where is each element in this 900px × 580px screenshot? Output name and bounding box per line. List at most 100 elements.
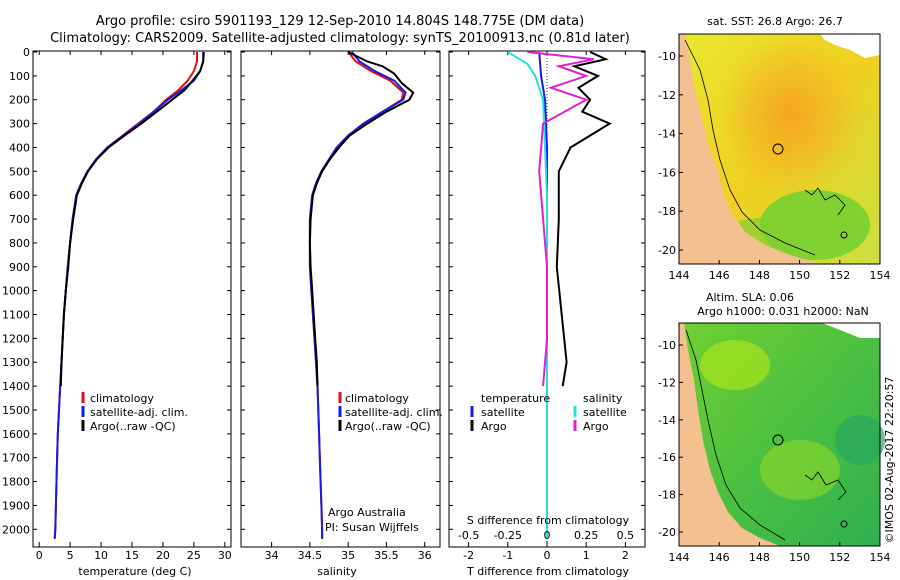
map-y-tick-label: -14 [658,128,676,141]
credit-line-1: Argo Australia [328,506,406,519]
depth-tick-label: 1900 [2,499,30,512]
legend-s-argo-label: Argo [583,420,609,433]
map-x-tick-label: 144 [669,551,690,564]
depth-tick-label: 200 [9,94,30,107]
s-tick-label: 0.25 [574,529,599,542]
map-x-tick-label: 152 [829,269,850,282]
sst-map-axes: 144 146 148 150 152 154 -10 -12 -14 -16 -18 -20 [658,50,890,282]
depth-axis: 0 100 200 300 400 500 600 700 800 900 1000 1100 1200… [2,46,231,536]
depth-tick-label: 500 [9,165,30,178]
series-line-argo-raw-qc- [59,51,205,387]
sla-map-land [679,323,780,546]
s-tick-label: 0.5 [617,529,635,542]
depth-tick-label: 2000 [2,523,30,536]
sst-map-reef-contour [804,187,846,216]
map-y-tick-label: -14 [658,414,676,427]
sst-map-argo-position [772,143,784,155]
series-line-t-argo [555,51,612,387]
salinity-depth-ticks [241,51,440,530]
legend-satellite-label: satellite-adj. clim. [90,406,188,419]
depth-tick-label: 1300 [2,356,30,369]
map-x-tick-label: 152 [829,551,850,564]
sst-map-land-north [820,34,880,58]
x-tick-label: 0 [544,549,551,562]
sla-map-panel: Altim. SLA: 0.06 Argo h1000: 0.031 h2000… [658,291,890,564]
x-tick-label: 35 [341,549,355,562]
depth-tick-label: 1800 [2,476,30,489]
sst-map-shelf-contour [684,39,816,256]
x-tick-label: 36 [418,549,432,562]
sla-map-bright-patch-2 [760,440,840,500]
map-x-tick-label: 154 [870,269,891,282]
sla-map-title-1: Altim. SLA: 0.06 [706,291,794,304]
salinity-legend: climatology satellite-adj. clim. Argo(..… [338,392,443,433]
map-x-tick-label: 148 [749,551,770,564]
sla-map-land-north [822,323,880,338]
depth-tick-label: 1200 [2,332,30,345]
depth-tick-label: 800 [9,237,30,250]
x-tick-label: 25 [187,549,201,562]
difference-depth-ticks [449,51,645,530]
depth-tick-label: 1400 [2,380,30,393]
depth-tick-label: 600 [9,189,30,202]
sst-map-title: sat. SST: 26.8 Argo: 26.7 [707,15,843,28]
sla-map-dark-patch [835,415,885,465]
credit-line-2: PI: Susan Wijffels [325,521,419,534]
map-y-tick-label: -18 [658,489,676,502]
sst-map-panel: sat. SST: 26.8 Argo: 26.7 144 146 148 150 15… [658,15,890,282]
s-tick-label: 0 [544,529,551,542]
depth-tick-label: 1100 [2,309,30,322]
legend-temperature-header: temperature [481,392,550,405]
depth-tick-label: 0 [23,46,30,59]
map-x-tick-label: 146 [709,269,730,282]
temperature-axes-frame [32,50,232,548]
salinity-x-label: salinity [317,565,357,578]
title-line-1: Argo profile: csiro 5901193_129 12-Sep-2… [96,14,584,29]
depth-tick-label: 900 [9,261,30,274]
salinity-axes-frame [240,50,441,548]
temperature-x-axis: 0 5 10 15 20 25 30 [36,51,232,562]
legend-climatology-label: climatology [345,392,409,405]
salinity-panel: 34 34.5 35 35.5 36 climatology satellite-adj… [240,50,443,578]
x-tick-label: 1 [583,549,590,562]
depth-tick-label: 100 [9,70,30,83]
depth-tick-label: 1500 [2,404,30,417]
x-tick-label: 2 [622,549,629,562]
title-line-2: Climatology: CARS2009. Satellite-adjuste… [50,31,630,46]
depth-tick-label: 1000 [2,285,30,298]
s-tick-label: -0.25 [494,529,522,542]
legend-satellite-label: satellite-adj. clim. [345,406,443,419]
imos-timestamp: ©IMOS 02-Aug-2017 22:20:57 [883,377,896,544]
legend-climatology-label: climatology [90,392,154,405]
depth-tick-label: 300 [9,118,30,131]
map-x-tick-label: 150 [789,269,810,282]
map-y-tick-label: -10 [658,50,676,63]
legend-t-satellite-label: satellite [481,406,525,419]
difference-legend: temperature salinity satellite Argo sate… [470,392,627,433]
map-y-tick-label: -20 [658,244,676,257]
sst-map-land [679,34,820,264]
map-y-tick-label: -12 [658,376,676,389]
x-tick-label: 10 [94,549,108,562]
x-tick-label: 20 [156,549,170,562]
legend-salinity-header: salinity [583,392,623,405]
legend-argo-label: Argo(..raw -QC) [345,420,431,433]
t-difference-label: T difference from climatology [466,565,629,578]
sla-map-reef-contour [804,471,847,501]
temperature-x-label: temperature (deg C) [78,565,191,578]
x-tick-label: -2 [463,549,474,562]
map-y-tick-label: -18 [658,205,676,218]
difference-panel: -2 -1 0 1 2 temperature salinity satellite A… [448,50,646,578]
salinity-x-axis: 34 34.5 35 35.5 36 [265,51,432,562]
sla-map-axes: 144 146 148 150 152 154 -10 -12 -14 -16 -18 -20 [658,339,890,564]
sst-map-reference-point [840,231,848,239]
x-tick-label: 34.5 [298,549,323,562]
x-tick-label: 30 [218,549,232,562]
sla-map-title-2: Argo h1000: 0.031 h2000: NaN [697,305,869,318]
series-line-argo-raw-qc- [308,51,415,387]
map-x-tick-label: 154 [870,551,891,564]
x-tick-label: 0 [36,549,43,562]
s-difference-ticks: -0.5 -0.25 0 0.25 0.5 [458,529,634,542]
legend-s-satellite-label: satellite [583,406,627,419]
